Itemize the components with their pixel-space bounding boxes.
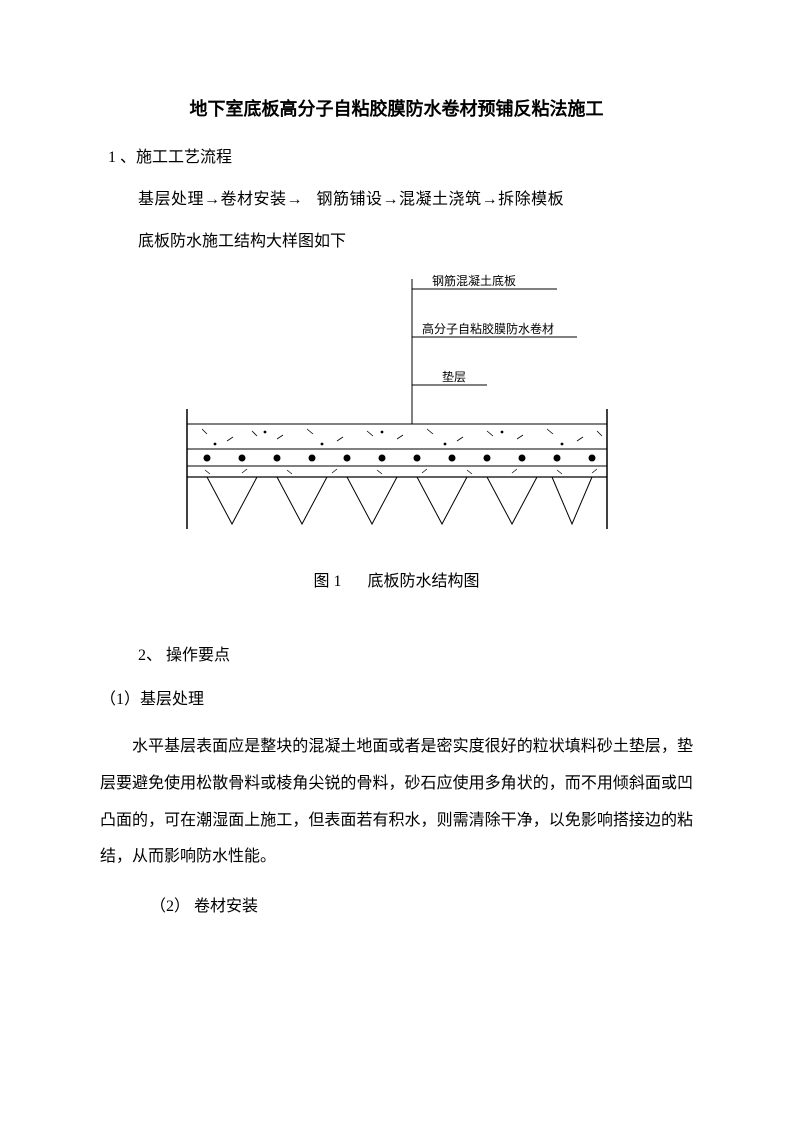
caption-text: 底板防水结构图 (368, 573, 480, 590)
page-title: 地下室底板高分子自粘胶膜防水卷材预铺反粘法施工 (100, 95, 693, 121)
diagram-label-3: 垫层 (442, 369, 466, 384)
arrow-icon: → (287, 191, 304, 208)
flow-step-2: 卷材安装 (221, 191, 287, 208)
caption-fig-num: 图 1 (313, 573, 341, 590)
diagram-caption: 图 1 底板防水结构图 (100, 567, 693, 591)
arrow-icon: → (482, 191, 499, 208)
subsection-2-heading: （2） 卷材安装 (100, 892, 693, 916)
section2-heading: 2、 操作要点 (100, 641, 693, 665)
section1-heading: 1 、施工工艺流程 (100, 143, 693, 167)
diagram-intro: 底板防水施工结构大样图如下 (100, 227, 693, 251)
subsection-1-paragraph: 水平基层表面应是整块的混凝土地面或者是密实度很好的粒状填料砂土垫层，垫层要避免使… (100, 729, 693, 876)
structure-diagram: 钢筋混凝土底板 高分子自粘胶膜防水卷材 垫层 (157, 269, 637, 549)
flow-step-1: 基层处理 (138, 191, 204, 208)
diagram-label-2: 高分子自粘胶膜防水卷材 (422, 321, 554, 336)
flow-step-3: 钢筋铺设 (317, 191, 383, 208)
process-flow: 基层处理→卷材安装→ 钢筋铺设→混凝土浇筑→拆除模板 (100, 185, 693, 209)
subsection-1-heading: （1）基层处理 (100, 685, 693, 709)
diagram-label-1: 钢筋混凝土底板 (432, 273, 516, 288)
flow-step-4: 混凝土浇筑 (399, 191, 482, 208)
flow-step-5: 拆除模板 (498, 191, 564, 208)
arrow-icon: → (383, 191, 400, 208)
arrow-icon: → (204, 191, 221, 208)
